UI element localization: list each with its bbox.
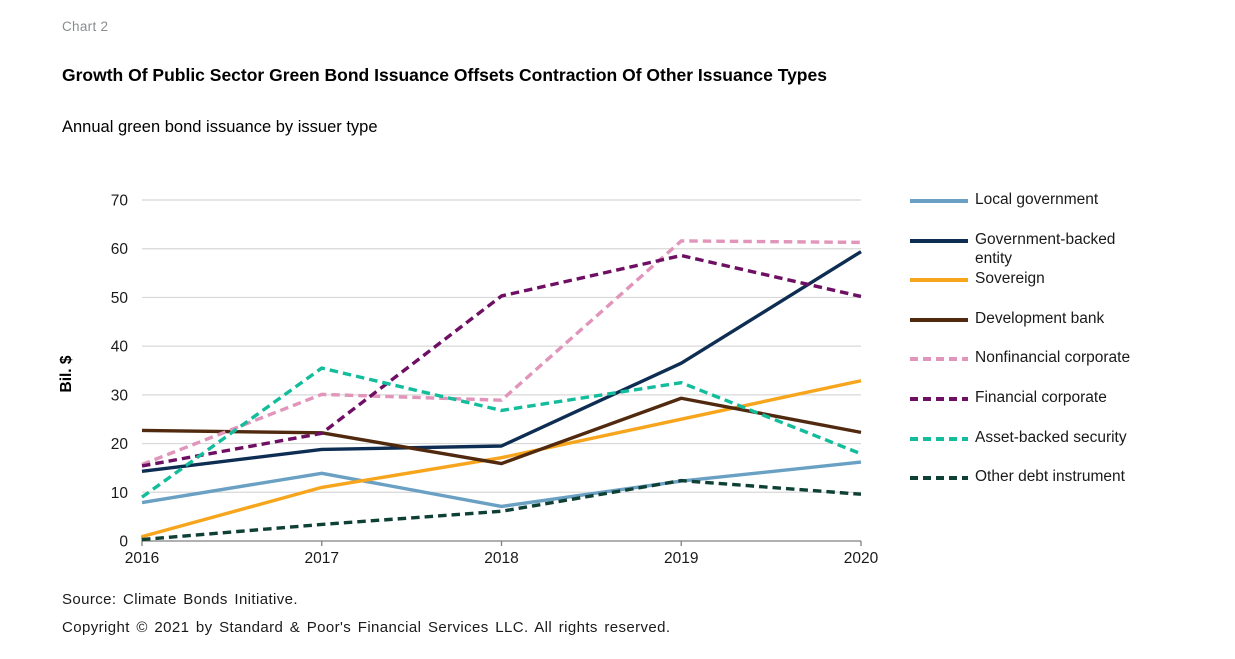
series-line-asset-backed-security [141,366,862,499]
source-note: Source: Climate Bonds Initiative. [62,591,298,608]
x-tick-label: 2017 [305,550,339,567]
chart-canvas: 0 10 20 30 40 50 60 70 2016 2017 2018 2019 2020 Bil. … [58,193,879,568]
legend-swatch-solid-line [910,278,968,283]
series-line-nonfinancial-corporate [141,239,862,467]
legend-label: Nonfinancial corporate [975,349,1131,367]
x-tick-label: 2018 [484,550,518,567]
y-tick-label: 20 [111,436,129,453]
legend-swatch-dashed-line [910,436,968,441]
legend-item: Financial corporate [910,388,1160,428]
page-subtitle: Annual green bond issuance by issuer typ… [62,118,378,136]
legend-label: Development bank [975,309,1105,327]
page-title: Growth Of Public Sector Green Bond Issua… [62,65,827,85]
series-line-development-bank [141,396,862,466]
legend-swatch-dashed-line [910,476,968,481]
legend-item: Development bank [910,309,1160,349]
series-line-government-backed-entity [141,250,862,474]
series-line-other-debt-instrument [141,478,862,542]
y-axis-label: Bil. $ [58,355,75,392]
legend-item: Other debt instrument [910,467,1160,507]
x-tick-label: 2020 [844,550,879,567]
legend-label: Sovereign [975,270,1045,288]
y-tick-label: 10 [111,485,129,502]
legend-swatch-solid-line [910,238,968,243]
y-tick-label: 50 [111,290,129,307]
y-tick-label: 60 [111,241,129,258]
legend-swatch-solid-line [910,317,968,322]
legend-label: Asset-backed security [975,428,1127,446]
line-chart: 0 10 20 30 40 50 60 70 2016 2017 2018 2019 2020 Bil. … [55,178,905,578]
legend-item: Nonfinancial corporate [910,348,1160,388]
legend-label: Government-backed entity [975,230,1116,268]
chart-legend: Local government Government-backed entity… [910,190,1160,507]
series-line-financial-corporate [141,253,862,468]
legend-swatch-solid-line [910,199,968,203]
legend-label: Other debt instrument [975,468,1125,486]
copyright-note: Copyright © 2021 by Standard & Poor's Fi… [62,619,671,636]
legend-swatch-dashed-line [910,396,968,401]
chart-number-label: Chart 2 [62,19,109,34]
legend-item: Government-backed entity [910,230,1160,270]
y-tick-label: 40 [111,339,129,356]
x-tick-label: 2019 [664,550,698,567]
legend-label: Local government [975,191,1099,208]
y-tick-label: 0 [119,534,128,551]
legend-label: Financial corporate [975,388,1107,406]
legend-item: Sovereign [910,269,1160,309]
y-tick-label: 30 [111,387,129,404]
y-tick-label: 70 [111,193,129,210]
series-line-local-government [141,460,862,509]
legend-swatch-dashed-line [910,357,968,362]
x-tick-label: 2016 [125,550,159,567]
legend-item: Asset-backed security [910,428,1160,468]
legend-item: Local government [910,190,1160,230]
